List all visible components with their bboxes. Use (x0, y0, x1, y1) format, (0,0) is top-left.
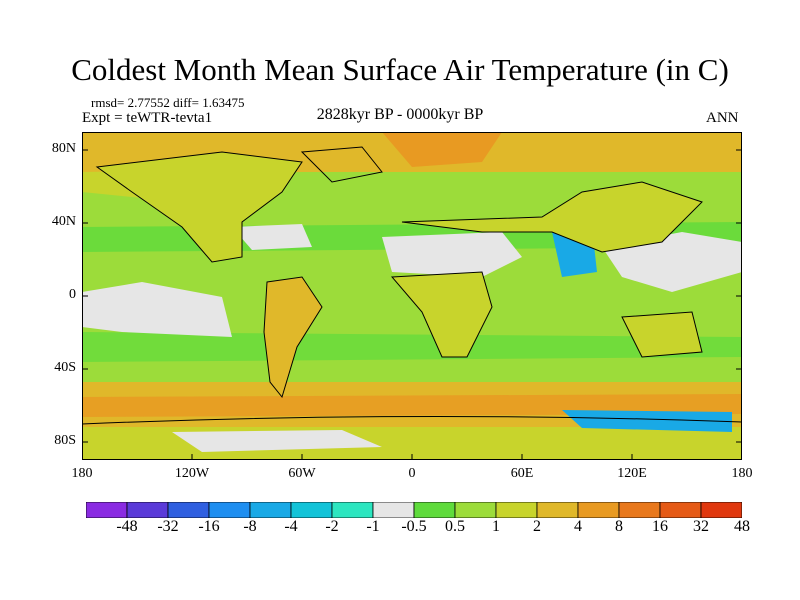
north-america-field (97, 152, 302, 262)
pacific-white-region (602, 232, 742, 292)
colorbar-label: 1 (492, 518, 500, 535)
south-america-field (264, 277, 322, 397)
atlantic-white-region (232, 224, 312, 250)
colorbar-swatch (249, 502, 292, 518)
y-tick-0: 0 (69, 287, 76, 302)
map-title: Coldest Month Mean Surface Air Temperatu… (71, 52, 729, 87)
experiment-label: Expt = teWTR-tevta1 (82, 110, 213, 126)
colorbar-label: 2 (533, 518, 541, 535)
colorbar-label: 32 (693, 518, 709, 535)
y-tick-40s: 40S (54, 360, 76, 375)
eurasia-field (402, 182, 702, 252)
x-tick-120e: 120E (617, 466, 647, 481)
africa-field (392, 272, 492, 357)
colorbar (86, 502, 742, 518)
colorbar-swatch (577, 502, 620, 518)
australia-field (622, 312, 702, 357)
colorbar-label: 4 (574, 518, 582, 535)
colorbar-swatch (208, 502, 251, 518)
colorbar-swatch (126, 502, 169, 518)
colorbar-swatch (372, 502, 415, 518)
x-tick-0: 0 (408, 466, 416, 481)
colorbar-label: -48 (116, 518, 138, 535)
coastlines (82, 146, 742, 425)
colorbar-swatch (454, 502, 497, 518)
colorbar-swatch (290, 502, 333, 518)
colorbar-label: 8 (615, 518, 623, 535)
colorbar-swatch (536, 502, 579, 518)
season-label: ANN (706, 110, 739, 126)
colorbar-swatch (331, 502, 374, 518)
colorbar-label: -32 (157, 518, 179, 535)
x-tick-60w: 60W (288, 466, 316, 481)
x-tick-60e: 60E (510, 466, 534, 481)
temperature-map (82, 132, 742, 460)
x-tick-180w: 180 (71, 466, 93, 481)
antarctic-cold-patch (562, 410, 732, 432)
colorbar-swatch (167, 502, 210, 518)
y-tick-40n: 40N (51, 214, 76, 229)
map-frame (82, 132, 742, 460)
x-tick-180e: 180 (731, 466, 753, 481)
y-tick-80n: 80N (51, 141, 76, 156)
colorbar-label: -0.5 (401, 518, 427, 535)
colorbar-swatch (659, 502, 702, 518)
colorbar-label: 0.5 (445, 518, 465, 535)
sahara-white-region (382, 232, 522, 277)
colorbar-swatch (495, 502, 538, 518)
colorbar-swatch (86, 502, 128, 518)
colorbar-label: 16 (652, 518, 668, 535)
arctic-hot-patch (382, 132, 502, 167)
colorbar-label: -16 (198, 518, 220, 535)
colorbar-swatch (413, 502, 456, 518)
colorbar-label: -2 (325, 518, 339, 535)
y-tick-80s: 80S (54, 433, 76, 448)
antarctic-white-patch (172, 430, 382, 452)
colorbar-label: -4 (284, 518, 298, 535)
colorbar-label: 48 (734, 518, 750, 535)
colorbar-label: -1 (366, 518, 380, 535)
midlat-band-south (82, 332, 742, 362)
colorbar-swatch (618, 502, 661, 518)
colorbar-swatch (700, 502, 742, 518)
x-tick-120w: 120W (174, 466, 210, 481)
stats-text: rmsd= 2.77552 diff= 1.63475 (91, 95, 245, 110)
east-pacific-white-region (82, 282, 232, 337)
colorbar-label: -8 (243, 518, 257, 535)
period-label: 2828kyr BP - 0000kyr BP (316, 106, 484, 123)
